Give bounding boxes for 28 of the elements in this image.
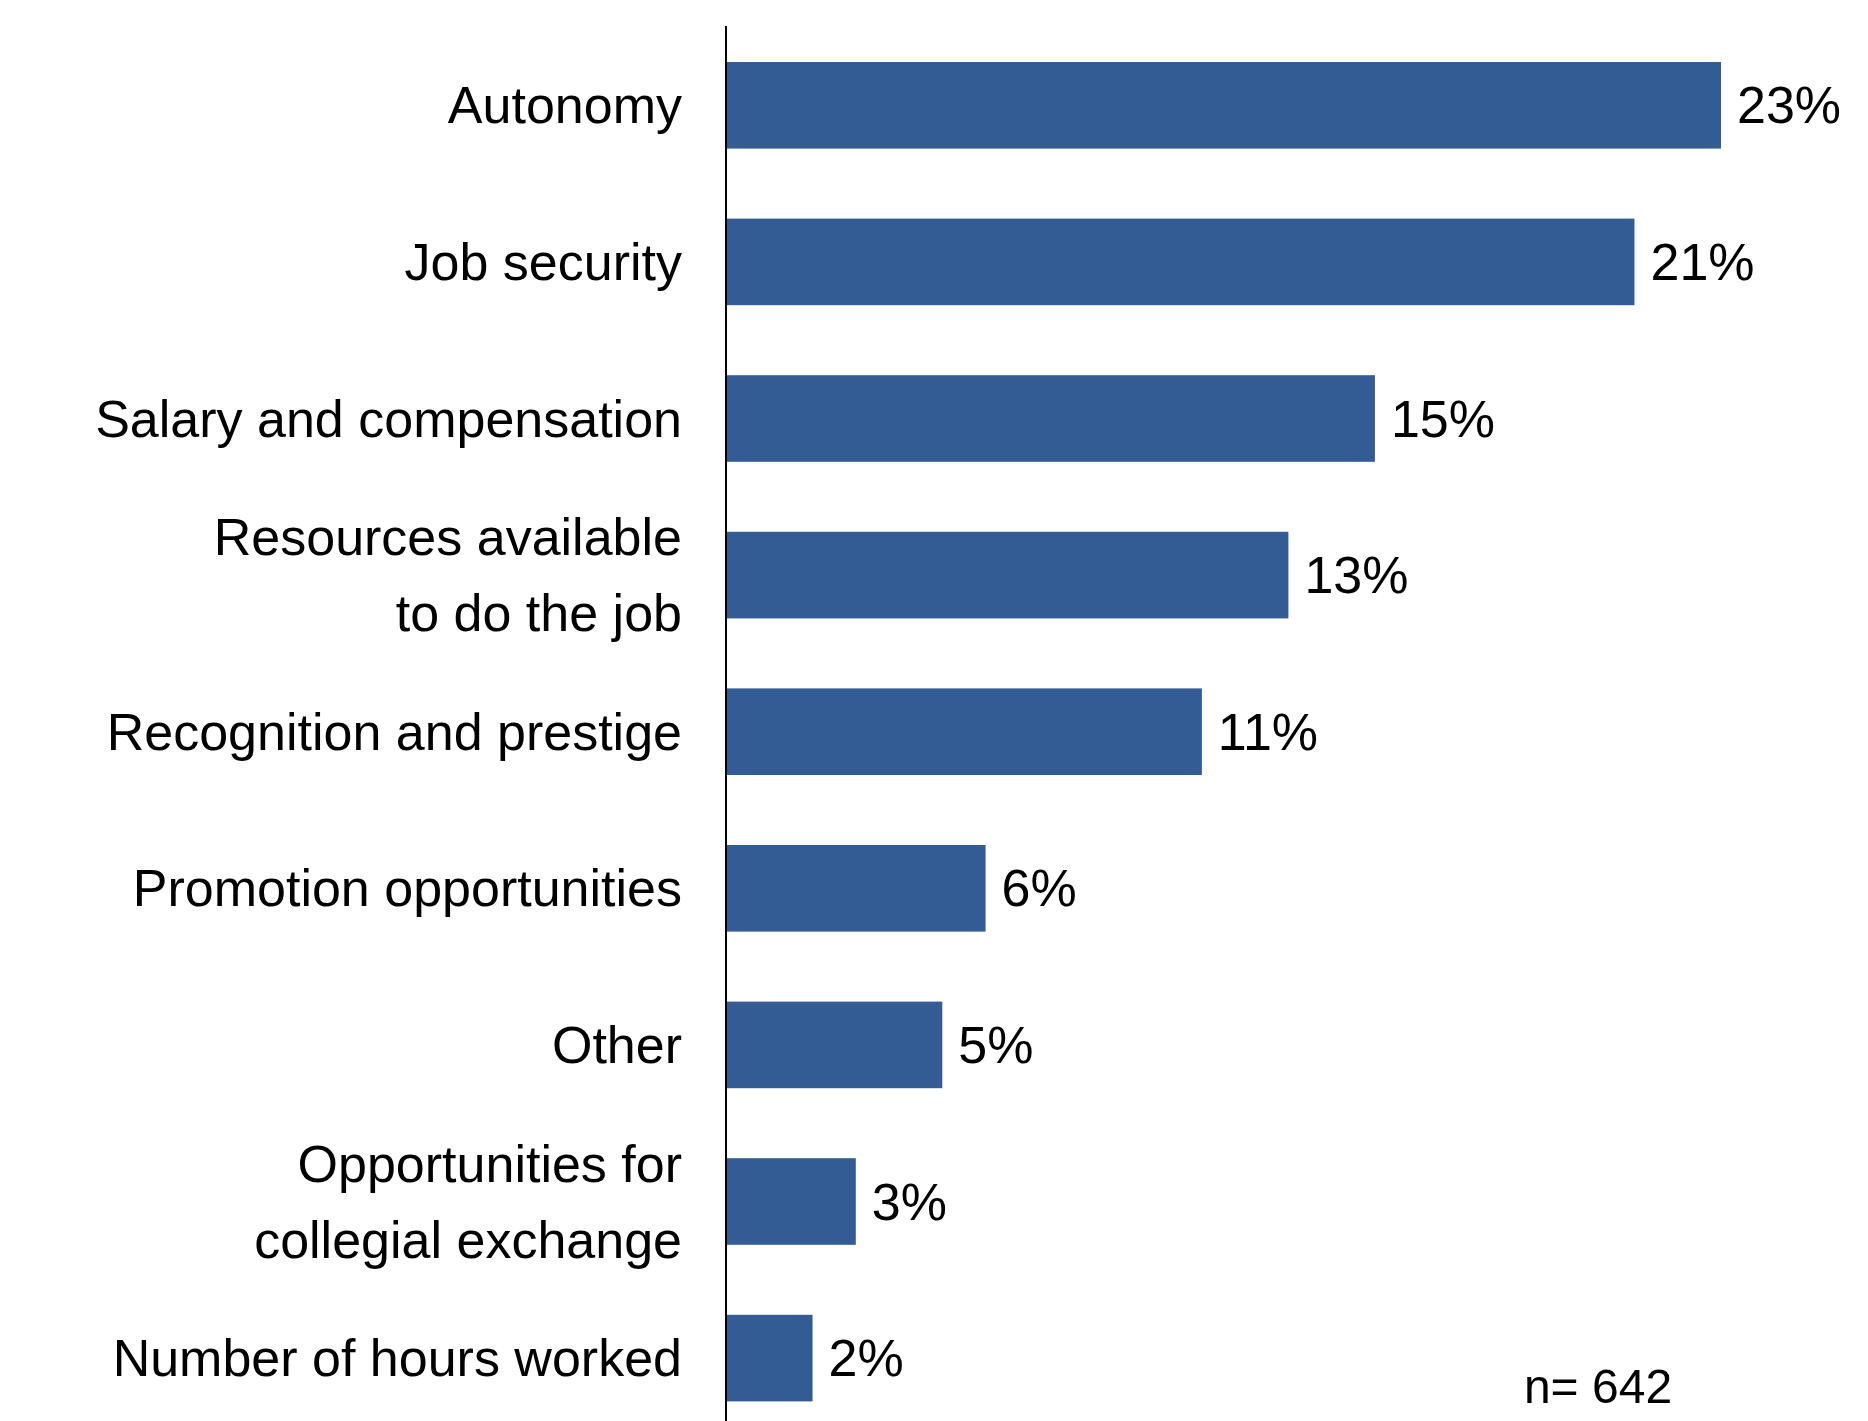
- y-tick-label: Number of hours worked: [112, 1329, 682, 1388]
- bar: [726, 688, 1202, 775]
- bar: [726, 1158, 856, 1245]
- y-tick-label: Other: [551, 1015, 682, 1074]
- y-tick-label: Resources available to do the job: [213, 508, 682, 643]
- data-label: 3%: [871, 1172, 947, 1231]
- data-label: 11%: [1217, 702, 1319, 761]
- bar: [726, 375, 1375, 462]
- data-label: 15%: [1390, 389, 1495, 448]
- data-label: 13%: [1304, 546, 1409, 605]
- y-tick-label: Autonomy: [447, 76, 682, 135]
- data-label: 23%: [1737, 76, 1842, 135]
- bar: [726, 218, 1635, 306]
- y-tick-label: Salary and compensation: [95, 389, 682, 448]
- data-label: 2%: [828, 1329, 904, 1388]
- data-label: 5%: [958, 1015, 1034, 1074]
- bar: [726, 1001, 943, 1089]
- annotation: n= 642: [1523, 1360, 1673, 1413]
- y-tick-label: Promotion opportunities: [132, 859, 682, 918]
- bar: [726, 62, 1721, 149]
- y-tick-label: Recognition and prestige: [106, 702, 682, 761]
- data-label: 6%: [1001, 859, 1077, 918]
- data-label: 21%: [1650, 232, 1755, 291]
- bar: [726, 1314, 813, 1402]
- y-tick-label: Job security: [404, 232, 682, 291]
- bar: [726, 845, 986, 932]
- y-tick-label: Opportunities for collegial exchange: [254, 1134, 682, 1269]
- bar: [726, 531, 1289, 619]
